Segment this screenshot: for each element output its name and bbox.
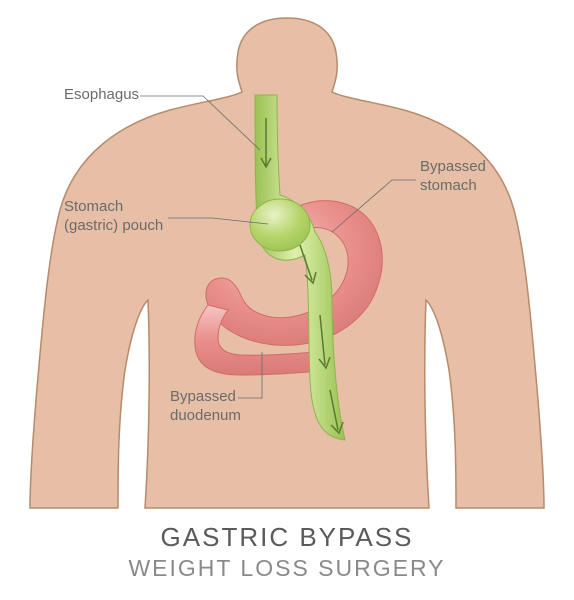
- label-bypassed-stomach-line2: stomach: [420, 177, 477, 194]
- label-pouch-line1: Stomach: [64, 198, 123, 215]
- label-bypassed-stomach-line1: Bypassed: [420, 158, 486, 175]
- label-pouch-line2: (gastric) pouch: [64, 217, 163, 234]
- title-block: GASTRIC BYPASS WEIGHT LOSS SURGERY: [0, 522, 574, 582]
- label-bypassed-duodenum-line1: Bypassed: [170, 388, 236, 405]
- title-main: GASTRIC BYPASS: [0, 522, 574, 553]
- label-esophagus: Esophagus: [64, 86, 139, 105]
- label-pouch: Stomach (gastric) pouch: [64, 198, 163, 236]
- label-bypassed-stomach: Bypassed stomach: [420, 158, 486, 196]
- label-bypassed-duodenum: Bypassed duodenum: [170, 388, 241, 426]
- gastric-pouch-shape: [250, 199, 310, 251]
- label-bypassed-duodenum-line2: duodenum: [170, 407, 241, 424]
- title-sub: WEIGHT LOSS SURGERY: [0, 555, 574, 582]
